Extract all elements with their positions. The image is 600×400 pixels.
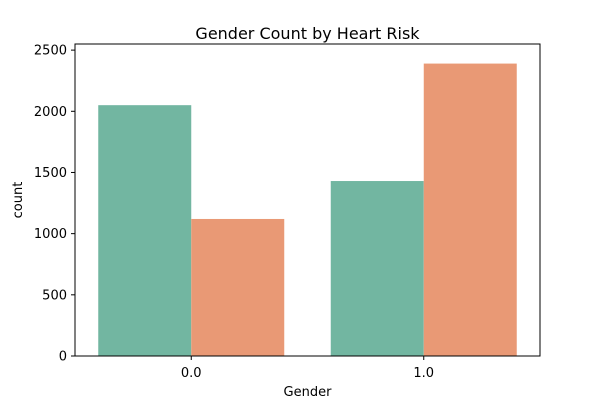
y-tick-label: 0 [59,350,67,365]
bars-layer [98,63,517,356]
bar-0.0-series-0 [98,105,192,356]
chart-title: Gender Count by Heart Risk [195,24,420,43]
y-axis-label: count [11,182,26,219]
y-tick-label: 2000 [34,105,67,120]
x-ticks: 0.0 1.0 [181,356,434,381]
y-ticks: 0 500 1000 1500 2000 2500 [34,44,75,365]
x-tick-label: 0.0 [181,366,202,381]
y-tick-label: 1500 [34,166,67,181]
x-tick-label: 1.0 [413,366,434,381]
y-tick-label: 1000 [34,227,67,242]
y-tick-label: 500 [42,288,67,303]
bar-1.0-series-1 [423,63,517,356]
x-axis-label: Gender [284,385,333,400]
bar-0.0-series-1 [191,218,285,356]
plot-area-frame [74,43,541,357]
y-tick-label: 2500 [34,44,67,59]
bar-1.0-series-0 [330,181,424,356]
